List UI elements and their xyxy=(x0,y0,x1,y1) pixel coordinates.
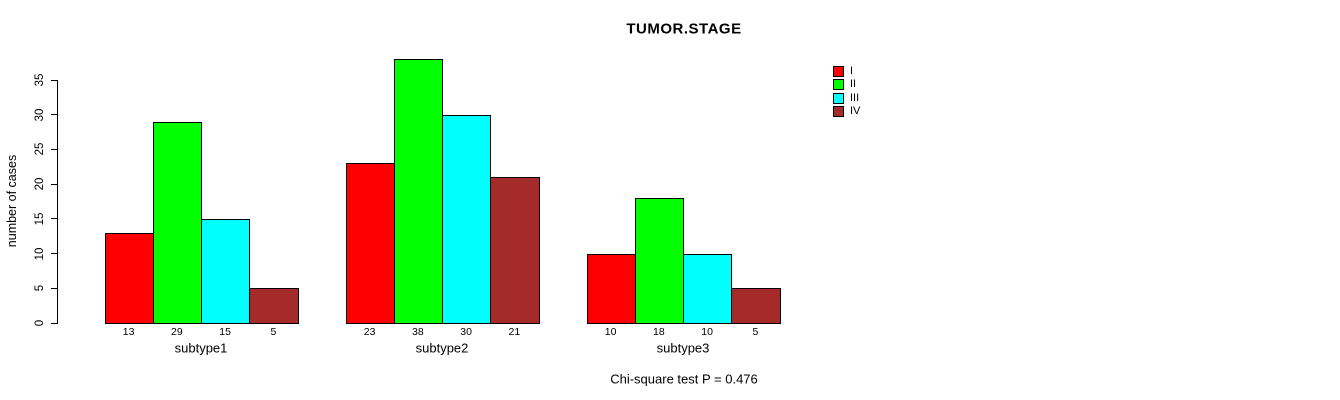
bar-stage-IV-subtype3 xyxy=(731,288,781,324)
bar-stage-I-subtype2 xyxy=(345,163,395,324)
chi-square-annotation: Chi-square test P = 0.476 xyxy=(610,371,758,387)
y-tick-mark-30 xyxy=(51,114,58,116)
y-tick-label-15: 15 xyxy=(34,212,46,226)
bar-stage-IV-subtype1 xyxy=(249,288,299,324)
bar-stage-III-subtype3 xyxy=(683,253,733,324)
bar-stage-I-subtype1 xyxy=(104,232,154,324)
legend-swatch-icon-I xyxy=(833,66,844,77)
legend-swatch-icon-III xyxy=(833,92,844,104)
y-tick-mark-15 xyxy=(51,218,58,220)
bar-value-label-III-subtype3: 10 xyxy=(701,326,713,338)
legend-label-I: I xyxy=(850,65,854,77)
bar-stage-II-subtype3 xyxy=(634,198,684,324)
bar-stage-II-subtype2 xyxy=(393,59,443,324)
y-tick-label-35: 35 xyxy=(34,73,46,87)
group-label-subtype3: subtype3 xyxy=(656,340,710,356)
y-tick-mark-10 xyxy=(51,253,58,255)
legend: I II III IV xyxy=(833,66,913,126)
y-tick-mark-5 xyxy=(51,287,58,289)
chart-title: TUMOR.STAGE xyxy=(626,20,742,38)
y-tick-mark-0 xyxy=(51,322,58,324)
y-tick-label-25: 25 xyxy=(34,143,46,156)
bar-stage-II-subtype1 xyxy=(152,121,202,324)
bar-value-label-I-subtype2: 23 xyxy=(363,326,376,338)
bar-stage-III-subtype2 xyxy=(442,114,492,324)
y-tick-label-0: 0 xyxy=(34,319,46,327)
y-tick-label-20: 20 xyxy=(34,177,46,191)
legend-swatch-icon-IV xyxy=(833,106,844,118)
legend-label-II: II xyxy=(850,78,857,91)
y-tick-mark-20 xyxy=(51,183,58,185)
group-label-subtype1: subtype1 xyxy=(174,340,228,356)
bar-stage-III-subtype1 xyxy=(201,218,251,324)
bar-value-label-II-subtype2: 38 xyxy=(412,326,424,338)
bar-stage-IV-subtype2 xyxy=(490,177,540,324)
y-tick-label-5: 5 xyxy=(34,285,46,292)
legend-label-IV: IV xyxy=(850,105,861,118)
group-label-subtype2: subtype2 xyxy=(415,340,469,356)
bar-value-label-I-subtype3: 10 xyxy=(604,326,617,338)
bar-value-label-II-subtype1: 29 xyxy=(171,326,183,338)
bar-value-label-IV-subtype3: 5 xyxy=(752,326,759,338)
bar-value-label-III-subtype1: 15 xyxy=(219,326,231,338)
bar-value-label-II-subtype3: 18 xyxy=(653,326,665,338)
legend-swatch-icon-II xyxy=(833,79,844,91)
y-tick-mark-35 xyxy=(51,79,58,81)
y-tick-label-30: 30 xyxy=(34,108,46,122)
y-axis-label: number of cases xyxy=(5,154,19,248)
y-tick-label-10: 10 xyxy=(34,247,46,260)
legend-label-III: III xyxy=(850,91,860,104)
bar-value-label-III-subtype2: 30 xyxy=(460,326,472,338)
bar-stage-I-subtype3 xyxy=(586,253,636,324)
bar-value-label-IV-subtype2: 21 xyxy=(508,326,521,338)
y-axis-line xyxy=(57,80,58,324)
bar-value-label-I-subtype1: 13 xyxy=(122,326,135,338)
y-tick-mark-25 xyxy=(51,148,58,150)
bar-value-label-IV-subtype1: 5 xyxy=(270,326,277,338)
